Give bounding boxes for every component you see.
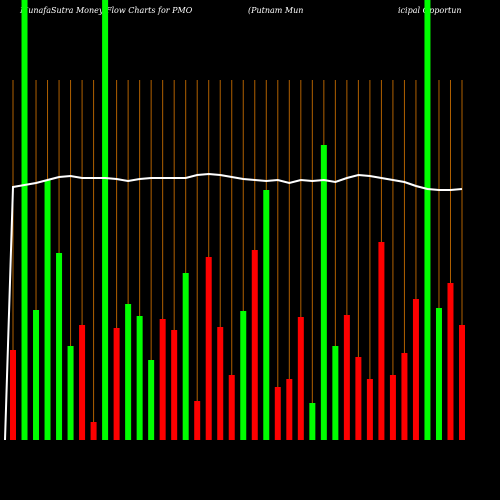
bar [389,375,396,440]
bar [263,190,270,440]
bar [274,387,281,440]
bar [182,273,189,440]
bar [297,317,304,440]
bar [343,315,350,440]
bar [33,310,40,440]
bar [113,328,120,440]
bar [240,311,247,440]
bar [205,257,212,440]
bar [355,357,362,440]
flow-line [4,172,463,441]
bar [102,0,109,440]
bar [21,0,28,440]
bar [125,304,132,440]
bar [309,403,316,440]
bar [435,308,442,440]
bar [159,319,166,440]
chart-subtitle: (Putnam Mun [248,6,303,15]
bar [412,299,419,440]
bar [332,346,339,440]
bar [447,283,454,440]
bar [401,353,408,440]
bar [67,346,74,440]
bar [320,145,327,440]
bar [251,250,258,440]
bar [378,242,385,440]
bar [56,253,63,440]
bar [148,360,155,440]
bar [217,327,224,440]
bar [10,350,16,440]
bar [171,330,178,440]
bar [136,316,143,440]
bar [194,401,201,440]
bar [286,379,293,440]
bar [424,0,431,440]
bar [228,375,235,440]
bar [459,325,465,440]
bar [90,422,97,440]
bar [366,379,373,440]
bar [79,325,86,440]
bar [44,180,51,440]
